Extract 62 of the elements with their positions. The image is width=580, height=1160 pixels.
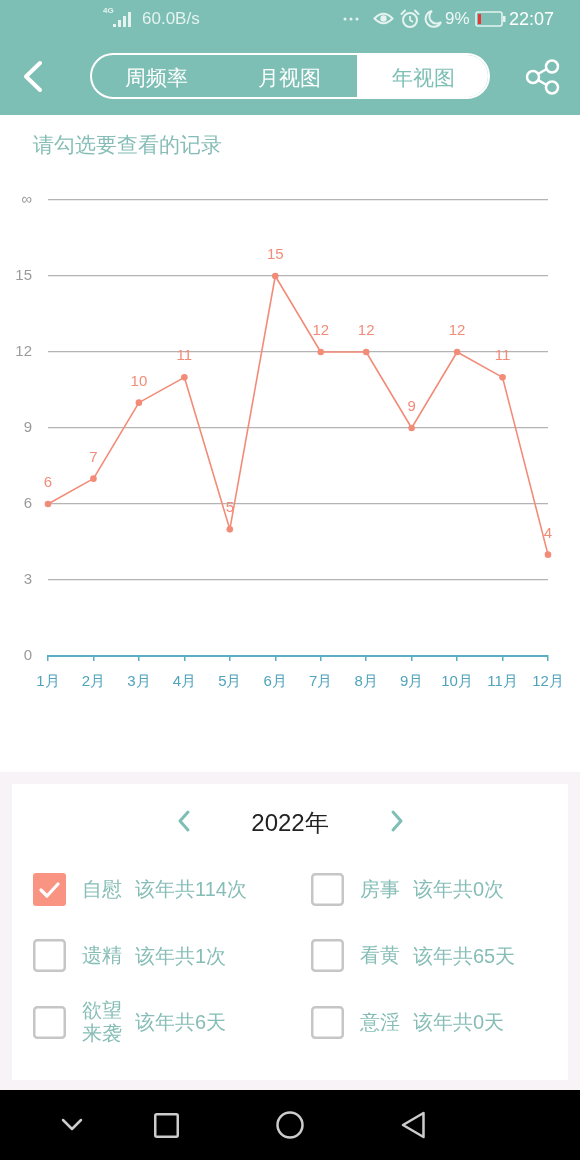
text: 遗精 [82,944,123,967]
point [181,374,188,381]
point [317,348,325,356]
x-tick-label: 3月 [127,672,151,690]
data-label: 12 [448,321,466,339]
text: 意淫 [360,1010,401,1034]
x-tick-label: 8月 [354,672,378,690]
data-label: 4 [543,523,553,541]
text: 该年共65天 [413,943,516,968]
y-tick-label: 0 [23,646,32,664]
x-tick-label: 6月 [263,672,287,690]
point [90,475,97,482]
text: 2022年 [251,807,329,837]
point [453,348,461,356]
text: 自慰 [82,877,123,901]
text: 9% [445,9,470,29]
text: 该年共0次 [413,877,505,901]
x-tick-label: 12月 [532,672,564,690]
y-tick-label: 3 [23,570,32,588]
y-tick-label: 9 [23,418,32,436]
point [362,348,370,356]
x-tick-label: 7月 [309,672,333,690]
text: 该年共6天 [135,1010,227,1034]
text: 看黄 [360,944,401,967]
x-tick-label: 2月 [81,672,106,690]
text: 4G [103,6,114,16]
point [135,399,143,406]
data-label: 12 [312,321,330,339]
data-label: 11 [176,346,193,364]
text: 22:07 [509,8,555,30]
data-label: 12 [357,321,375,339]
text: 周频率 [124,64,188,90]
point [499,374,506,381]
text: 月视图 [257,64,321,90]
point [226,526,234,533]
text: 该年共1次 [135,943,227,968]
point [44,500,52,508]
y-tick-label: 6 [23,494,32,512]
text: 欲望来袭 [82,999,123,1045]
point [544,551,552,558]
x-tick-label: 5月 [218,672,242,690]
point [408,424,415,432]
x-tick-label: 4月 [172,672,197,690]
y-tick-label: ∞ [21,190,33,208]
y-tick-label: 12 [15,342,32,360]
x-tick-label: 1月 [36,672,60,690]
text: 年视图 [391,64,455,90]
data-label: 15 [266,245,284,263]
data-label: 7 [89,447,98,465]
data-label: 6 [43,473,53,491]
x-tick-label: 9月 [399,672,424,690]
x-tick-label: 11月 [487,672,518,690]
text: 该年共0天 [413,1010,505,1034]
text: 60.0B/s [142,9,200,29]
chart-title: 请勾选要查看的记录 [33,131,222,157]
point [271,272,279,280]
y-tick-label: 15 [15,266,32,284]
x-tick-label: 10月 [441,672,473,690]
text: 该年共114次 [135,877,247,901]
text: 房事 [360,877,401,901]
data-label: 10 [130,371,148,389]
data-label: 9 [407,397,416,415]
